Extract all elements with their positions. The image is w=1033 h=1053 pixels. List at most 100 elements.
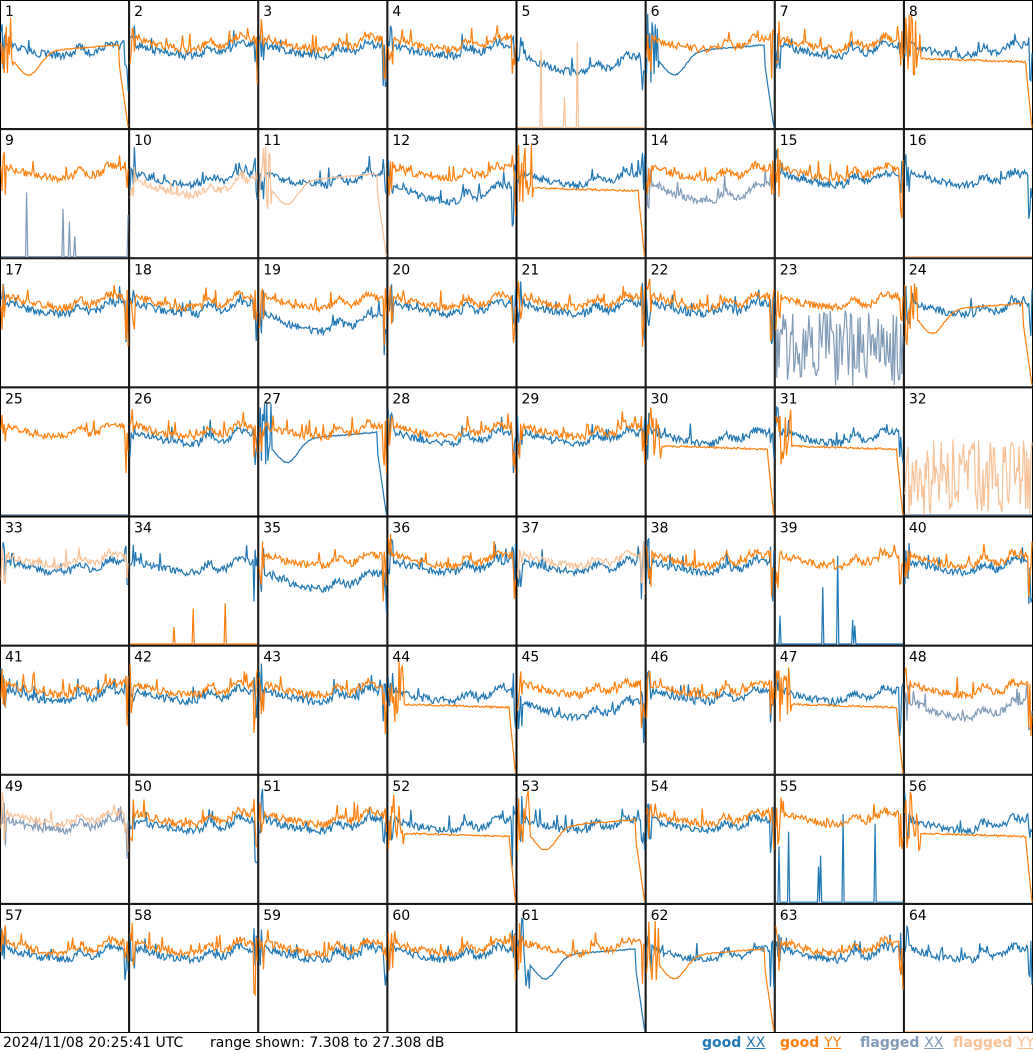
panel-label: 55	[780, 779, 798, 795]
series-yy-25	[0, 414, 129, 474]
panel-label: 52	[392, 779, 410, 795]
panel-frame	[0, 903, 130, 1033]
panel-label: 11	[263, 133, 281, 149]
series-xx-64	[904, 925, 1033, 985]
panel-30: 30	[645, 387, 775, 517]
panel-label: 2	[134, 4, 143, 20]
series-yy-22	[646, 278, 775, 342]
panel-label: 31	[780, 391, 798, 407]
panel-frame	[129, 258, 259, 388]
series-xx-18	[129, 289, 258, 342]
series-xx-39	[775, 555, 903, 645]
series-yy-63	[775, 926, 904, 990]
series-yy-32	[904, 439, 1033, 515]
panel-frame	[516, 903, 646, 1033]
panel-frame	[387, 0, 517, 130]
legend-pol: XX	[746, 1035, 766, 1051]
panel-21: 21	[516, 258, 646, 388]
panel-frame	[258, 129, 388, 259]
panel-label: 30	[651, 391, 669, 407]
series-yy-30	[646, 407, 775, 515]
panel-label: 26	[134, 391, 152, 407]
legend-good-xx: good XX	[702, 1034, 765, 1052]
series-yy-27	[258, 415, 387, 474]
panel-frame	[645, 258, 775, 388]
panel-5: 5	[516, 0, 646, 130]
panel-label: 25	[5, 391, 23, 407]
series-xx-6	[646, 13, 775, 127]
series-yy-46	[646, 670, 775, 719]
panel-19: 19	[258, 258, 388, 388]
legend-word: good	[780, 1035, 825, 1051]
panel-frame	[0, 516, 130, 646]
panel-51: 51	[258, 774, 388, 904]
series-yy-45	[516, 671, 646, 729]
panel-label: 36	[392, 521, 410, 537]
panel-label: 4	[392, 4, 401, 20]
panel-frame	[774, 516, 904, 646]
series-yy-38	[646, 546, 775, 597]
panel-label: 51	[263, 779, 281, 795]
panel-frame	[258, 903, 388, 1033]
series-yy-41	[0, 668, 129, 726]
series-yy-61	[516, 923, 645, 984]
panel-frame	[903, 129, 1033, 259]
panel-60: 60	[387, 903, 517, 1033]
series-yy-44	[387, 660, 517, 774]
panel-label: 56	[909, 779, 927, 795]
panel-55: 55	[774, 774, 904, 904]
panel-label: 54	[651, 779, 669, 795]
series-xx-10	[129, 147, 258, 200]
series-xx-60	[387, 929, 516, 971]
panel-36: 36	[387, 516, 517, 646]
series-yy-47	[775, 667, 904, 774]
series-xx-55	[775, 814, 903, 903]
series-xx-8	[904, 22, 1033, 83]
panel-label: 45	[522, 650, 540, 666]
panel-frame	[0, 258, 130, 388]
panel-frame	[903, 258, 1033, 388]
series-yy-54	[646, 803, 775, 850]
series-yy-60	[387, 930, 517, 981]
panel-label: 8	[909, 4, 918, 20]
panel-label: 24	[909, 262, 927, 278]
series-xx-47	[775, 677, 904, 737]
panel-45: 45	[516, 645, 646, 775]
series-yy-55	[775, 797, 904, 849]
panel-44: 44	[387, 645, 517, 775]
panel-25: 25	[0, 387, 130, 517]
panel-frame	[516, 258, 646, 388]
series-xx-46	[646, 669, 775, 723]
series-xx-23	[775, 310, 904, 386]
panel-label: 28	[392, 391, 410, 407]
panel-frame	[774, 129, 904, 259]
series-yy-40	[904, 541, 1033, 597]
series-xx-29	[516, 415, 646, 455]
series-xx-35	[258, 548, 387, 613]
series-xx-9	[1, 192, 129, 258]
panel-frame	[903, 0, 1033, 130]
legend-pol: XX	[924, 1035, 944, 1051]
panel-9: 9	[0, 129, 130, 259]
range-label: range shown: 7.308 to 27.308 dB	[210, 1035, 445, 1051]
panel-23: 23	[774, 258, 904, 388]
panel-frame	[387, 387, 517, 517]
panel-4: 4	[387, 0, 517, 130]
series-xx-3	[258, 32, 387, 87]
panel-label: 1	[5, 4, 14, 20]
legend-flagged-xx: flagged XX	[860, 1034, 943, 1052]
series-yy-4	[387, 25, 517, 75]
panel-label: 57	[5, 908, 23, 924]
series-yy-34	[130, 603, 258, 645]
panel-32: 32	[903, 387, 1033, 517]
series-yy-62	[646, 920, 775, 1031]
series-yy-2	[129, 27, 258, 85]
panel-frame	[129, 0, 259, 130]
panel-57: 57	[0, 903, 130, 1033]
panel-frame	[516, 0, 646, 130]
panel-46: 46	[645, 645, 775, 775]
panel-label: 14	[651, 133, 669, 149]
legend-good-yy: good YY	[780, 1034, 841, 1052]
panel-frame	[645, 387, 775, 517]
